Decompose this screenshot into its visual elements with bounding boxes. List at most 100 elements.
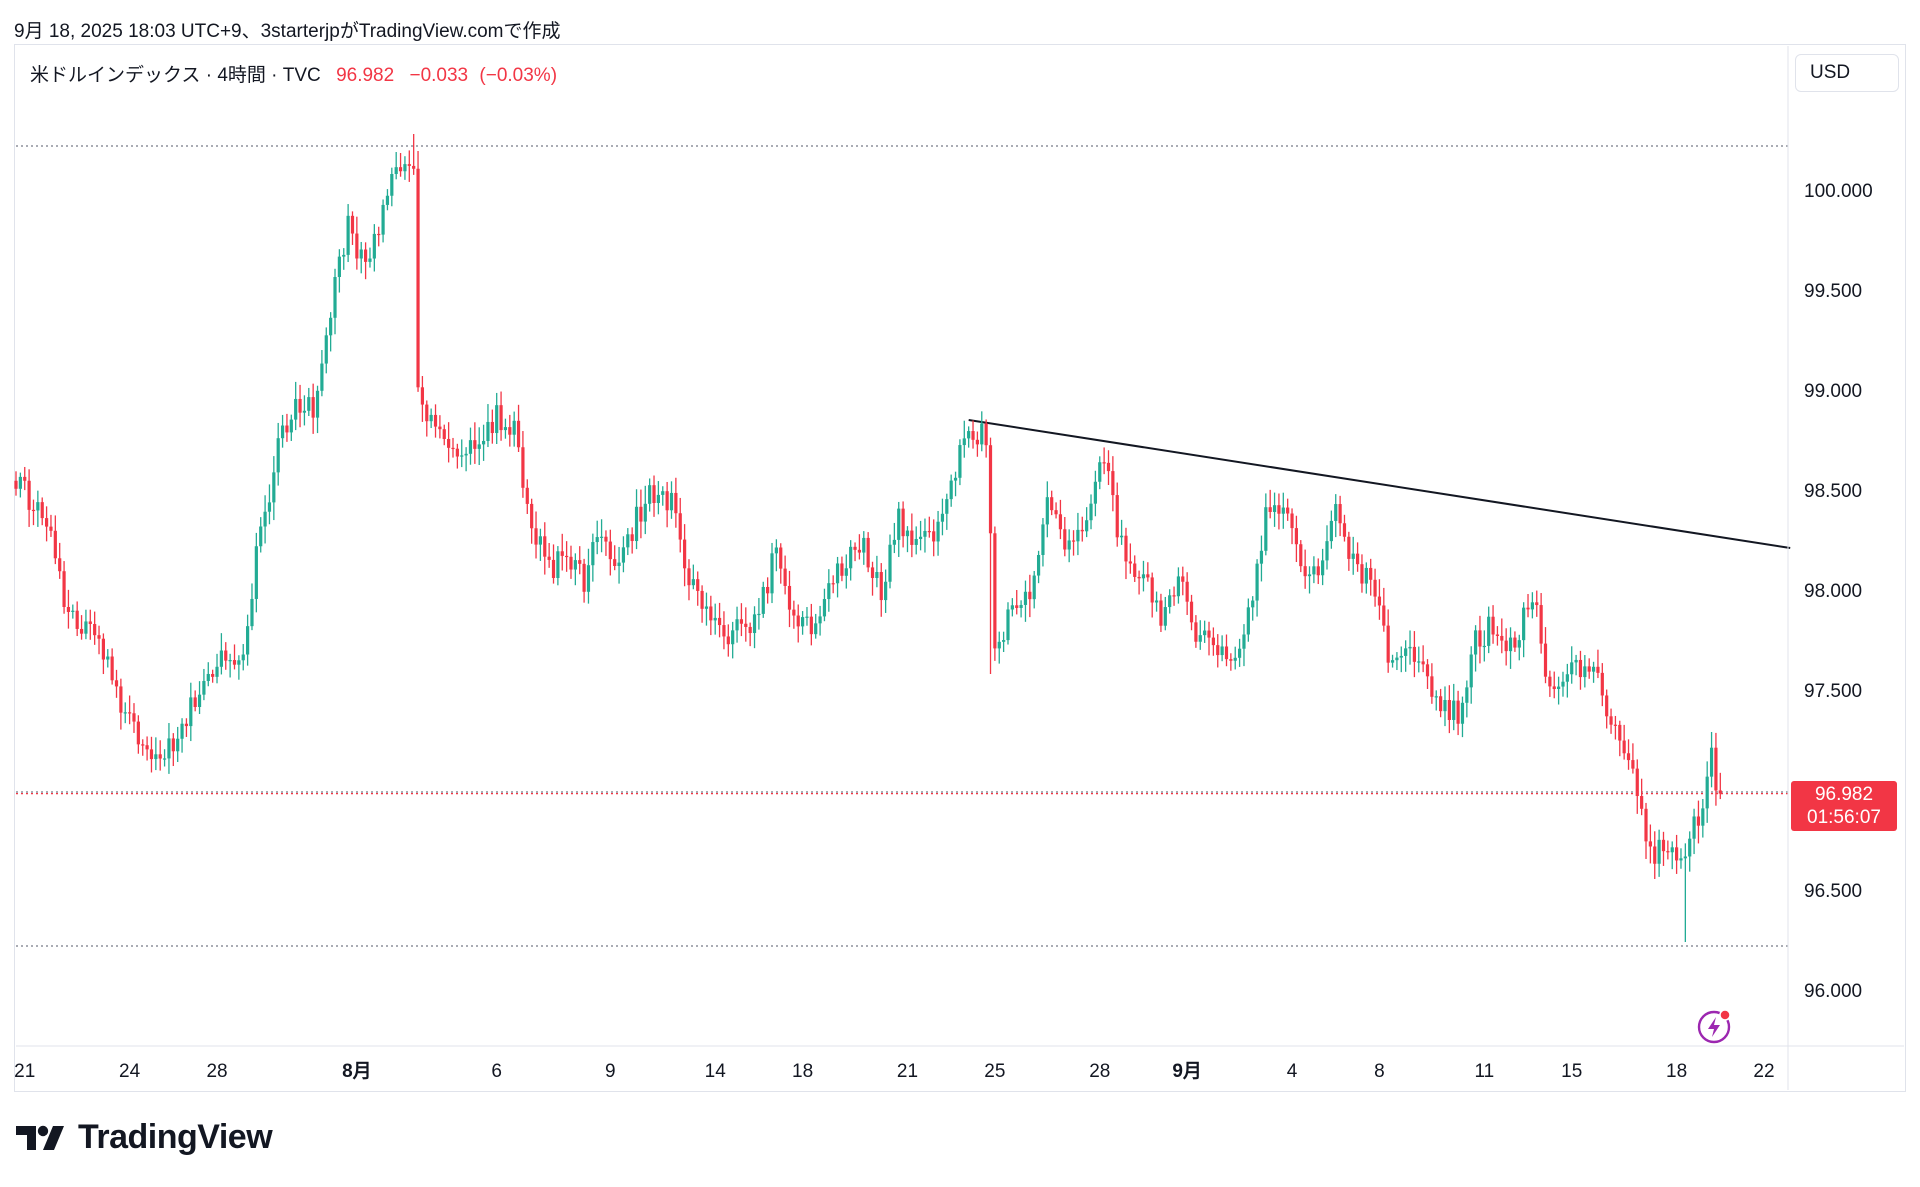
- candle-body: [114, 680, 119, 687]
- candle-body: [1050, 497, 1054, 511]
- candle-body: [307, 397, 311, 411]
- candle-body: [1224, 646, 1229, 660]
- candle-body: [1465, 687, 1469, 703]
- candle-body: [744, 623, 748, 627]
- candle-body: [717, 617, 722, 626]
- candle-body: [923, 531, 927, 537]
- candle-body: [202, 681, 206, 695]
- candle-body: [1351, 553, 1355, 559]
- price-tick-label: 99.500: [1804, 281, 1862, 302]
- candle-body: [643, 503, 647, 522]
- candle-body: [14, 480, 18, 489]
- candle-body: [289, 419, 293, 433]
- candle-body: [79, 628, 84, 634]
- candle-body: [1513, 637, 1517, 648]
- candle-body: [228, 660, 232, 662]
- candle-body: [1395, 657, 1399, 661]
- candle-body: [1522, 607, 1526, 641]
- candle-body: [1251, 600, 1255, 608]
- candle-body: [835, 563, 840, 584]
- candle-body: [1613, 724, 1618, 726]
- candle-body: [219, 650, 223, 667]
- candle-body: [206, 673, 210, 682]
- candle-body: [897, 508, 901, 540]
- candle-body: [547, 556, 551, 560]
- candle-body: [1504, 640, 1508, 652]
- candle-body: [945, 499, 949, 514]
- candle-body: [1207, 630, 1211, 638]
- candle-body: [263, 511, 267, 527]
- candle-body: [1469, 654, 1473, 688]
- time-tick-label: 9: [605, 1061, 616, 1082]
- candle-body: [1605, 695, 1609, 717]
- candle-body: [1321, 560, 1325, 576]
- candle-body: [385, 195, 390, 205]
- candle-body: [1080, 529, 1084, 532]
- candle-body: [748, 626, 752, 634]
- candle-body: [1303, 566, 1307, 577]
- candle-body: [1692, 816, 1696, 839]
- chart-caption: 9月 18, 2025 18:03 UTC+9、3starterjpがTradi…: [14, 21, 561, 42]
- candle-body: [1495, 634, 1500, 636]
- candle-body: [599, 536, 604, 538]
- candle-body: [621, 547, 626, 563]
- candle-body: [1229, 659, 1233, 661]
- candle-body: [927, 531, 931, 533]
- candle-body: [1259, 550, 1264, 564]
- candle-body: [857, 549, 862, 553]
- candle-body: [438, 426, 442, 430]
- candle-body: [787, 585, 792, 610]
- candle-body: [1452, 700, 1456, 720]
- candle-body: [525, 487, 529, 504]
- candle-body: [1163, 607, 1167, 626]
- candle-body: [1281, 507, 1285, 514]
- price-tag-countdown: 01:56:07: [1807, 807, 1881, 828]
- candle-body: [36, 502, 40, 511]
- brand-logo[interactable]: TradingView: [16, 1118, 273, 1157]
- candle-body: [560, 551, 564, 556]
- candle-body: [110, 656, 114, 681]
- flash-icon[interactable]: [1696, 1006, 1736, 1046]
- candle-body: [1032, 575, 1036, 600]
- time-tick-label: 25: [984, 1061, 1005, 1082]
- candle-body: [167, 738, 171, 759]
- currency-selector[interactable]: USD: [1795, 54, 1899, 92]
- candle-body: [1338, 504, 1342, 524]
- candle-body: [683, 539, 687, 569]
- candle-body: [779, 547, 783, 569]
- candle-body: [58, 558, 62, 572]
- candle-body: [1010, 605, 1014, 610]
- candle-body: [1404, 648, 1408, 656]
- candle-body: [1085, 520, 1089, 532]
- tradingview-logo-icon: [16, 1125, 64, 1150]
- candle-body: [1124, 535, 1128, 562]
- candle-body: [958, 445, 962, 478]
- candle-body: [1640, 796, 1644, 809]
- candle-body: [1242, 634, 1246, 649]
- candle-body: [1675, 847, 1679, 861]
- candle-body: [1312, 566, 1316, 575]
- candle-body: [752, 614, 757, 634]
- candle-body: [796, 615, 800, 627]
- candle-body: [1036, 555, 1041, 576]
- candle-body: [1618, 724, 1622, 741]
- candle-body: [324, 335, 328, 364]
- candle-body: [197, 694, 202, 707]
- candle-body: [66, 606, 71, 612]
- candle-body: [1211, 637, 1215, 646]
- candle-body: [774, 547, 778, 554]
- price-tick-label: 96.500: [1804, 881, 1862, 902]
- candle-body: [490, 421, 494, 434]
- candle-body: [1587, 666, 1591, 672]
- candle-body: [232, 660, 237, 665]
- candle-body: [905, 530, 910, 537]
- time-tick-label: 11: [1474, 1061, 1494, 1082]
- candle-body: [377, 233, 381, 236]
- candle-body: [106, 656, 110, 660]
- candle-body: [932, 531, 936, 542]
- candle-body: [669, 492, 674, 511]
- candle-body: [879, 572, 883, 601]
- candle-body: [18, 476, 22, 489]
- candle-body: [337, 256, 341, 278]
